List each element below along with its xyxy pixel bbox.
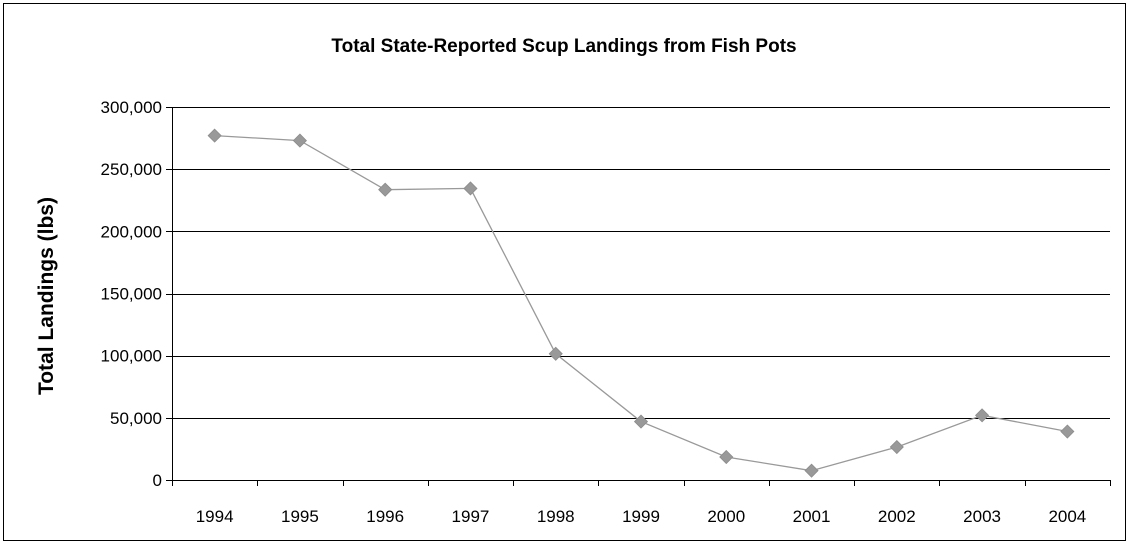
data-point: [378, 182, 393, 197]
y-axis-title: Total Landings (lbs): [35, 197, 58, 395]
data-point: [1060, 424, 1075, 439]
y-tick-label: 150,000: [101, 285, 162, 304]
y-tick-label: 300,000: [101, 98, 162, 117]
x-tick-label: 1994: [196, 507, 234, 526]
y-tick-label: 0: [153, 471, 162, 490]
x-tick-label: 2000: [707, 507, 745, 526]
data-point: [889, 439, 904, 455]
data-point: [804, 463, 819, 478]
y-tick-label: 200,000: [101, 222, 162, 241]
axes: [166, 107, 1111, 486]
data-point: [633, 414, 649, 429]
y-tick-label: 250,000: [101, 160, 162, 179]
grid-lines: [172, 107, 1110, 419]
x-tick-label: 1995: [281, 507, 319, 526]
data-point: [548, 346, 563, 361]
x-tick-label: 2001: [793, 507, 831, 526]
x-tick-label: 1997: [452, 507, 490, 526]
x-tick-label: 1998: [537, 507, 575, 526]
x-tick-label: 2004: [1048, 507, 1086, 526]
y-tick-label: 100,000: [101, 347, 162, 366]
data-point: [719, 449, 734, 465]
x-tick-label: 2003: [963, 507, 1001, 526]
y-tick-label: 50,000: [110, 409, 162, 428]
x-tick-label: 2002: [878, 507, 916, 526]
data-point: [292, 133, 307, 148]
data-point: [207, 128, 222, 143]
data-point: [463, 181, 478, 196]
data-point: [975, 408, 990, 423]
chart-frame: [3, 3, 1126, 541]
series-layer: [207, 128, 1075, 478]
x-tick-label: 1999: [622, 507, 660, 526]
x-tick-labels: 1994 1995 1996 1997 1998 1999 2000 2001 2002 2003…: [196, 507, 1087, 526]
chart-title: Total State-Reported Scup Landings from …: [331, 36, 796, 57]
y-tick-labels: 0 50,000 100,000 150,000 200,000 250,000 300,0…: [101, 98, 162, 490]
x-tick-label: 1996: [366, 507, 404, 526]
